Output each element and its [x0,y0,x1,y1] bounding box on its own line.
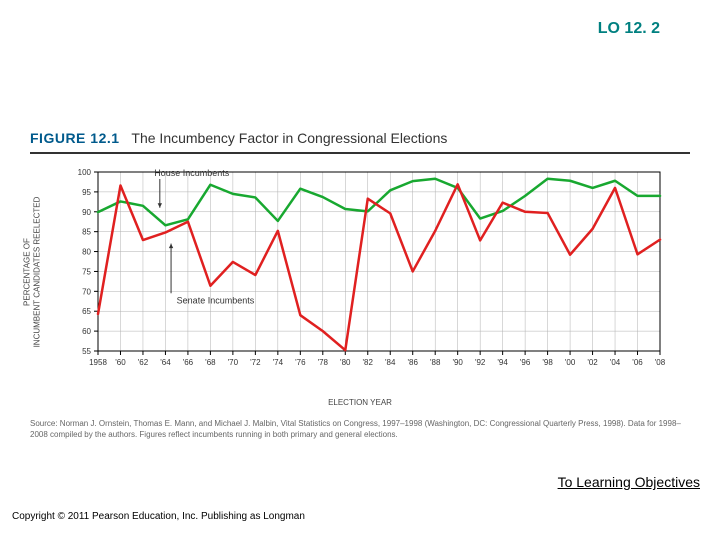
annotation-house: House Incumbents [154,168,230,178]
figure-divider [30,152,690,154]
svg-text:'86: '86 [408,358,419,367]
svg-text:'74: '74 [273,358,284,367]
svg-text:'92: '92 [475,358,486,367]
svg-text:80: 80 [82,248,91,257]
svg-text:'68: '68 [205,358,216,367]
svg-text:'04: '04 [610,358,621,367]
y-axis-label: PERCENTAGE OFINCUMBENT CANDIDATES REELEC… [22,196,41,347]
svg-text:'02: '02 [587,358,598,367]
svg-text:70: 70 [82,287,91,296]
svg-text:65: 65 [82,307,91,316]
svg-text:75: 75 [82,267,91,276]
learning-objectives-link[interactable]: To Learning Objectives [558,474,700,490]
svg-text:'64: '64 [160,358,171,367]
svg-text:'70: '70 [228,358,239,367]
svg-text:'84: '84 [385,358,396,367]
figure-block: FIGURE 12.1 The Incumbency Factor in Con… [30,130,690,441]
svg-text:95: 95 [82,188,91,197]
svg-text:100: 100 [78,168,92,177]
svg-text:55: 55 [82,347,91,356]
figure-label: FIGURE 12.1 [30,130,120,146]
svg-text:'08: '08 [655,358,666,367]
figure-source: Source: Norman J. Ornstein, Thomas E. Ma… [30,419,690,441]
svg-text:'06: '06 [632,358,643,367]
svg-text:'76: '76 [295,358,306,367]
line-chart: PERCENTAGE OFINCUMBENT CANDIDATES REELEC… [50,164,670,379]
figure-heading: FIGURE 12.1 The Incumbency Factor in Con… [30,130,690,146]
svg-text:85: 85 [82,228,91,237]
svg-text:'60: '60 [115,358,126,367]
x-axis-label: ELECTION YEAR [328,398,392,407]
svg-text:60: 60 [82,327,91,336]
svg-text:'72: '72 [250,358,261,367]
learning-objective-tag: LO 12. 2 [598,20,660,38]
svg-text:'00: '00 [565,358,576,367]
svg-text:'62: '62 [138,358,149,367]
svg-text:'98: '98 [542,358,553,367]
chart-svg: 55 60 65 70 75 80 85 90 95 100 1958 '60 '62 '64 '66 '68… [50,164,670,379]
svg-text:'82: '82 [363,358,374,367]
figure-title: The Incumbency Factor in Congressional E… [131,130,447,146]
svg-text:'88: '88 [430,358,441,367]
annotation-senate: Senate Incumbents [177,295,255,305]
svg-text:90: 90 [82,208,91,217]
svg-text:'96: '96 [520,358,531,367]
svg-text:'90: '90 [452,358,463,367]
svg-text:'66: '66 [183,358,194,367]
svg-text:'78: '78 [318,358,329,367]
svg-text:'80: '80 [340,358,351,367]
svg-text:1958: 1958 [89,358,107,367]
svg-text:'94: '94 [497,358,508,367]
copyright-text: Copyright © 2011 Pearson Education, Inc.… [12,511,305,522]
